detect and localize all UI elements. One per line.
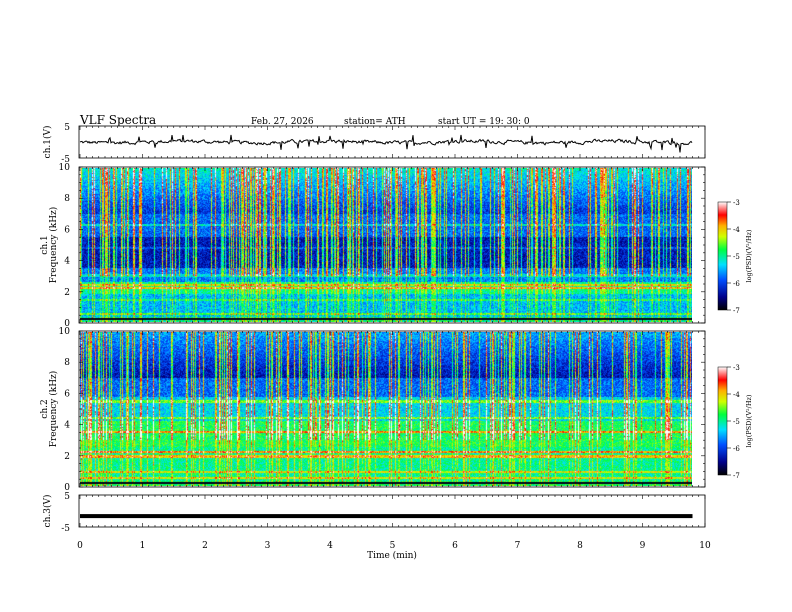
time-axis-label: Time (min) (367, 550, 417, 561)
x-tick-label: 4 (327, 541, 333, 551)
ch2-channel-label: ch.2 (40, 399, 50, 418)
ch2-spectrogram-yticks: 0 2 4 6 8 10 (59, 327, 705, 493)
ch1-waveform-trace (79, 134, 693, 153)
ch1-frequency-label: Frequency (kHz) (48, 207, 59, 284)
x-tick-label: 0 (77, 541, 83, 551)
ch1-spectrogram-yticks: 0 2 4 6 8 10 (59, 163, 705, 329)
ch1-ytick-bottom: -5 (61, 155, 70, 165)
x-tick-label: 3 (265, 541, 271, 551)
frequency-tick-label: 0 (64, 483, 70, 493)
frequency-tick-label: 6 (64, 225, 70, 235)
frequency-tick-label: 4 (64, 257, 70, 267)
ch2-frequency-label: Frequency (kHz) (48, 371, 59, 448)
x-tick-label: 10 (699, 541, 711, 551)
ch3-ytick-top: 5 (64, 492, 70, 502)
colorbar-tick-label: -4 (733, 226, 740, 234)
colorbar-tick-label: -5 (733, 253, 740, 261)
x-tick-label: 5 (390, 541, 396, 551)
ch3-ytick-bottom: -5 (61, 524, 70, 534)
frequency-tick-label: 2 (64, 452, 70, 462)
colorbar-tick-label: -7 (733, 307, 740, 315)
ch1-spectrogram-image (80, 168, 692, 322)
ch1-channel-label: ch.1 (40, 235, 50, 254)
ch1-waveform-frame (78, 125, 706, 159)
ch3-waveform-ylabel: ch.3(V) (42, 495, 53, 528)
colorbar-tick-label: -6 (733, 280, 740, 288)
ch1-colorbar-ticks: -3 -4 -5 -6 -7 (727, 199, 740, 315)
colorbar-tick-label: -6 (733, 445, 740, 453)
colorbar-tick-label: -5 (733, 418, 740, 426)
x-tick-label: 1 (140, 541, 146, 551)
ch2-colorbar (717, 366, 728, 476)
ch3-waveform-panel: 5 -5 ch.3(V) (42, 492, 706, 534)
x-tick-label: 7 (515, 541, 521, 551)
x-tick-label: 6 (452, 541, 458, 551)
ch1-ytick-top: 5 (64, 123, 70, 133)
frequency-tick-label: 8 (64, 194, 70, 204)
ch2-colorbar-label: log(PSD)(V²/Hz) (745, 394, 753, 447)
x-tick-label: 2 (202, 541, 208, 551)
ch2-colorbar-ticks: -3 -4 -5 -6 -7 (727, 364, 740, 480)
ch1-waveform-ylabel: ch.1(V) (42, 126, 53, 159)
x-tick-label: 8 (577, 541, 583, 551)
ch1-colorbar (717, 201, 728, 311)
start-ut-label: start UT = 19: 30: 0 (438, 117, 530, 127)
ch3-waveform-frame (78, 494, 706, 528)
frequency-tick-label: 4 (64, 421, 70, 431)
frequency-tick-label: 0 (64, 319, 70, 329)
colorbar-tick-label: -3 (733, 199, 740, 207)
time-axis-tick-labels: 0 1 2 3 4 5 6 7 8 9 10 (77, 541, 711, 551)
ch1-colorbar-label: log(PSD)(V²/Hz) (745, 229, 753, 282)
ch3-waveform-trace (80, 514, 693, 519)
frequency-tick-label: 6 (64, 389, 70, 399)
station-label: station= ATH (344, 117, 406, 127)
ch2-spectrogram-image (80, 332, 692, 486)
date-label: Feb. 27, 2026 (251, 117, 314, 127)
frequency-tick-label: 10 (59, 163, 71, 173)
colorbar-tick-label: -7 (733, 472, 740, 480)
time-axis-ticks (79, 126, 706, 527)
x-tick-label: 9 (640, 541, 646, 551)
frequency-tick-label: 2 (64, 288, 70, 298)
figure-title: VLF Spectra (79, 113, 156, 127)
colorbar-tick-label: -4 (733, 391, 740, 399)
colorbar-tick-label: -3 (733, 364, 740, 372)
ch1-waveform-panel: 5 -5 ch.1(V) (42, 123, 706, 165)
frequency-tick-label: 10 (59, 327, 71, 337)
frequency-tick-label: 8 (64, 358, 70, 368)
